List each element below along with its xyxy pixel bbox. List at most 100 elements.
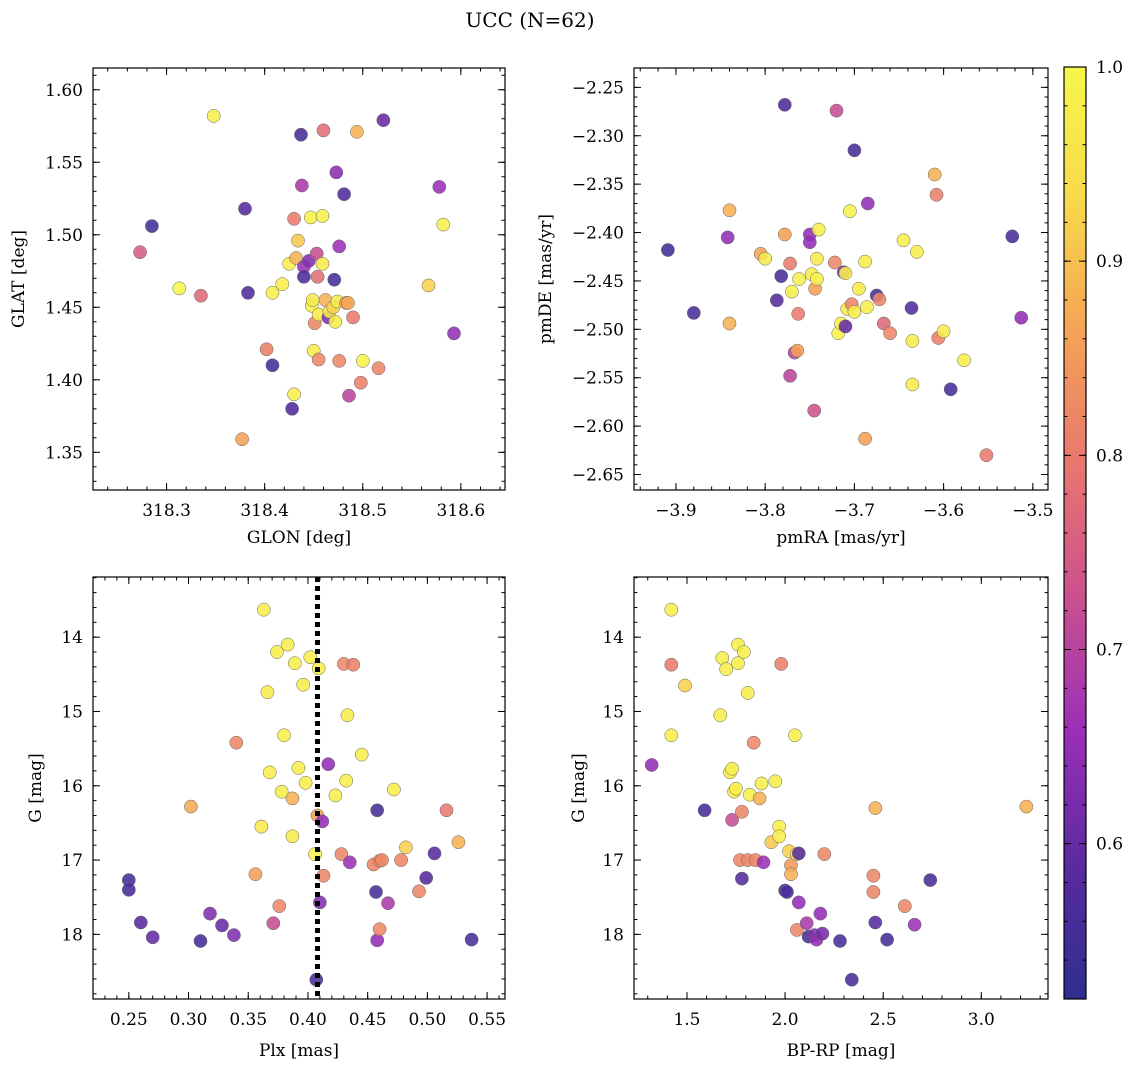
data-point bbox=[838, 319, 853, 334]
data-point bbox=[256, 602, 271, 617]
data-point bbox=[905, 377, 920, 392]
data-point bbox=[686, 306, 701, 320]
data-point bbox=[412, 884, 426, 899]
data-point bbox=[810, 272, 824, 286]
data-point bbox=[731, 656, 745, 671]
x-tick-label: −3.7 bbox=[834, 501, 875, 521]
y-tick-label: −2.50 bbox=[572, 320, 624, 340]
data-point bbox=[844, 972, 859, 987]
data-point bbox=[387, 782, 401, 797]
data-point bbox=[227, 928, 241, 942]
data-point bbox=[285, 829, 300, 844]
data-point bbox=[783, 256, 797, 271]
data-point bbox=[851, 281, 866, 296]
data-point bbox=[427, 846, 442, 861]
data-point bbox=[860, 300, 874, 314]
y-axis-label: G [mag] bbox=[26, 753, 46, 822]
data-point bbox=[876, 316, 891, 331]
y-tick-label: −2.35 bbox=[572, 175, 624, 195]
data-point bbox=[896, 233, 911, 248]
x-tick-label: 318.6 bbox=[437, 501, 486, 521]
data-point bbox=[399, 840, 413, 855]
figure-title: UCC (N=62) bbox=[465, 8, 594, 32]
data-point bbox=[334, 847, 349, 861]
scatter-points bbox=[644, 602, 1034, 987]
data-point bbox=[777, 227, 792, 242]
data-point bbox=[254, 819, 269, 834]
data-point bbox=[133, 245, 147, 260]
axis-ticks bbox=[634, 67, 1048, 490]
y-tick-label: 16 bbox=[61, 777, 83, 797]
data-point bbox=[729, 781, 743, 796]
x-tick-label: 0.35 bbox=[229, 1010, 267, 1030]
y-tick-label: 15 bbox=[61, 702, 83, 722]
data-point bbox=[783, 368, 797, 383]
data-point bbox=[1014, 310, 1029, 325]
data-point bbox=[788, 728, 802, 743]
colorbar-tick-label: 1.0 bbox=[1096, 58, 1123, 78]
data-point bbox=[774, 657, 789, 671]
data-point bbox=[419, 871, 434, 885]
data-point bbox=[193, 934, 208, 948]
x-axis-label: pmRA [mas/yr] bbox=[776, 528, 905, 548]
data-point bbox=[1019, 799, 1034, 814]
y-tick-label: 16 bbox=[602, 777, 624, 797]
data-point bbox=[697, 803, 712, 818]
data-point bbox=[291, 761, 306, 775]
colorbar-tick-label: 0.7 bbox=[1096, 641, 1123, 661]
data-point bbox=[350, 124, 364, 139]
x-tick-label: 0.50 bbox=[408, 1010, 446, 1030]
data-point bbox=[280, 637, 295, 652]
data-point bbox=[172, 281, 187, 296]
y-tick-label: −2.55 bbox=[572, 369, 624, 389]
data-point bbox=[909, 245, 924, 259]
y-tick-label: 15 bbox=[602, 702, 624, 722]
data-point bbox=[439, 803, 454, 818]
x-tick-label: −3.5 bbox=[1012, 501, 1053, 521]
data-point bbox=[802, 235, 817, 250]
panel-bprp-g: 1.5 2.0 2.5 3.0 14 15 16 17 18 BP-RP [mag] G [ma… bbox=[569, 576, 1049, 1061]
data-point bbox=[979, 448, 994, 463]
data-point bbox=[847, 143, 862, 158]
x-tick-label: −3.9 bbox=[655, 501, 696, 521]
x-tick-label: −3.8 bbox=[745, 501, 786, 521]
data-point bbox=[756, 855, 771, 870]
colorbar-tick-label: 0.6 bbox=[1096, 835, 1123, 855]
data-point bbox=[145, 930, 160, 945]
y-tick-label: −2.65 bbox=[572, 466, 624, 486]
data-point bbox=[678, 678, 692, 693]
data-point bbox=[847, 305, 862, 319]
data-point bbox=[229, 735, 244, 750]
data-point bbox=[346, 310, 360, 325]
data-point bbox=[260, 685, 275, 700]
colorbar-tick-label: 0.8 bbox=[1096, 446, 1123, 466]
data-point bbox=[807, 403, 822, 418]
data-point bbox=[722, 316, 737, 331]
x-tick-label: 2.5 bbox=[870, 1010, 897, 1030]
x-tick-label: 2.0 bbox=[772, 1010, 799, 1030]
x-axis-label: Plx [mas] bbox=[259, 1041, 339, 1061]
data-point bbox=[817, 847, 832, 861]
y-tick-label: 1.50 bbox=[45, 226, 83, 246]
x-tick-label: 3.0 bbox=[968, 1010, 995, 1030]
plot-frame bbox=[633, 67, 1049, 491]
data-point bbox=[868, 915, 883, 930]
data-point bbox=[872, 292, 887, 307]
data-point bbox=[752, 791, 767, 806]
data-point bbox=[303, 650, 318, 665]
data-point bbox=[722, 203, 737, 218]
y-tick-label: 1.55 bbox=[45, 153, 83, 173]
colorbar-ticks: 0.6 0.7 0.8 0.9 1.0 bbox=[1064, 58, 1123, 1000]
data-point bbox=[265, 358, 280, 373]
data-point bbox=[866, 885, 881, 899]
data-point bbox=[266, 916, 281, 931]
data-point bbox=[664, 728, 679, 743]
data-point bbox=[376, 113, 391, 128]
data-point bbox=[810, 251, 824, 266]
data-point bbox=[353, 375, 368, 390]
data-point bbox=[327, 272, 342, 287]
data-point bbox=[421, 278, 436, 293]
y-tick-label: 14 bbox=[602, 628, 624, 648]
data-point bbox=[860, 196, 875, 211]
data-point bbox=[664, 657, 679, 672]
